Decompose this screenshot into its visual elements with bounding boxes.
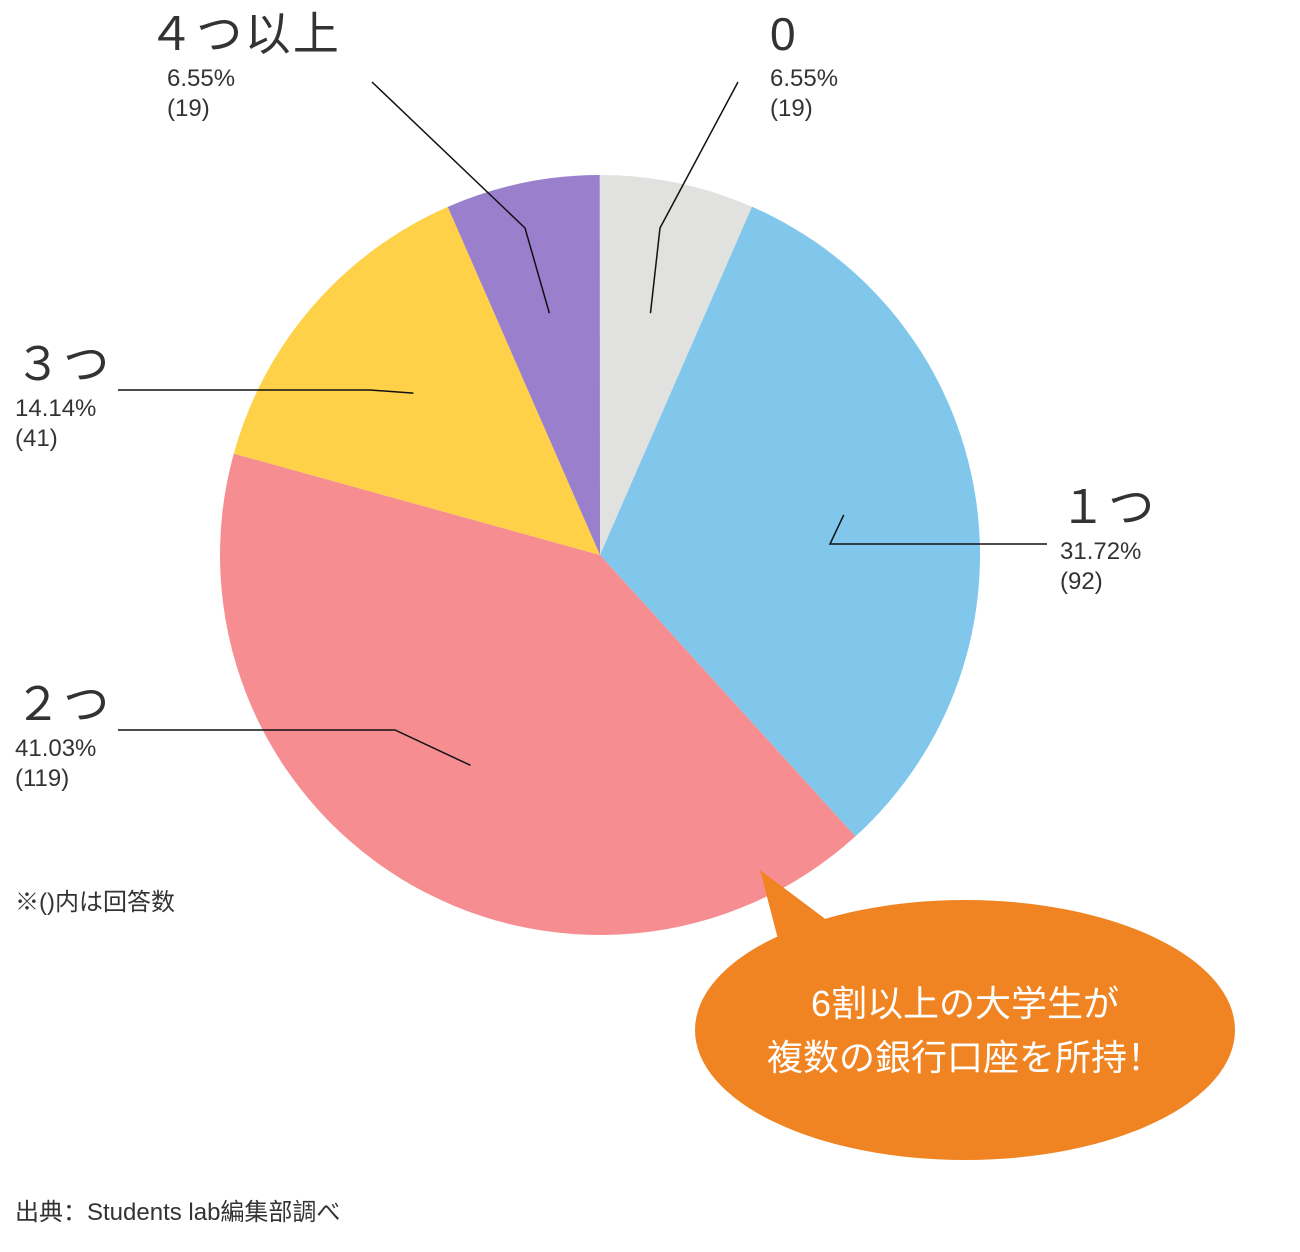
slice-count: (19): [167, 95, 210, 122]
slice-percent: 14.14%: [15, 395, 96, 422]
slice-percent: 6.55%: [167, 65, 235, 92]
slice-count: (119): [15, 765, 69, 792]
source-text: 出典：Students lab編集部調べ: [15, 1199, 340, 1226]
slice-percent: 31.72%: [1060, 538, 1141, 565]
pie-chart-container: 0 6.55% (19) １つ 31.72% (92) ２つ 41.03% (119) ３つ 14.…: [0, 0, 1300, 1252]
slice-label: ２つ: [15, 678, 112, 730]
callout-line1: 6割以上の大学生が: [811, 983, 1119, 1024]
slice-count: (92): [1060, 568, 1103, 595]
slice-count: (19): [770, 95, 813, 122]
slice-label: １つ: [1060, 481, 1157, 533]
footnote: ※()内は回答数: [15, 889, 175, 916]
pie-chart-svg: 0 6.55% (19) １つ 31.72% (92) ２つ 41.03% (119) ３つ 14.…: [0, 0, 1300, 1252]
slice-label: ４つ以上: [148, 8, 341, 60]
slice-count: (41): [15, 425, 58, 452]
slice-percent: 6.55%: [770, 65, 838, 92]
slice-label: 0: [770, 8, 798, 60]
callout-bubble: [695, 900, 1235, 1160]
callout-line2: 複数の銀行口座を所持！: [767, 1037, 1163, 1078]
slice-label: ３つ: [15, 338, 112, 390]
slice-percent: 41.03%: [15, 735, 96, 762]
